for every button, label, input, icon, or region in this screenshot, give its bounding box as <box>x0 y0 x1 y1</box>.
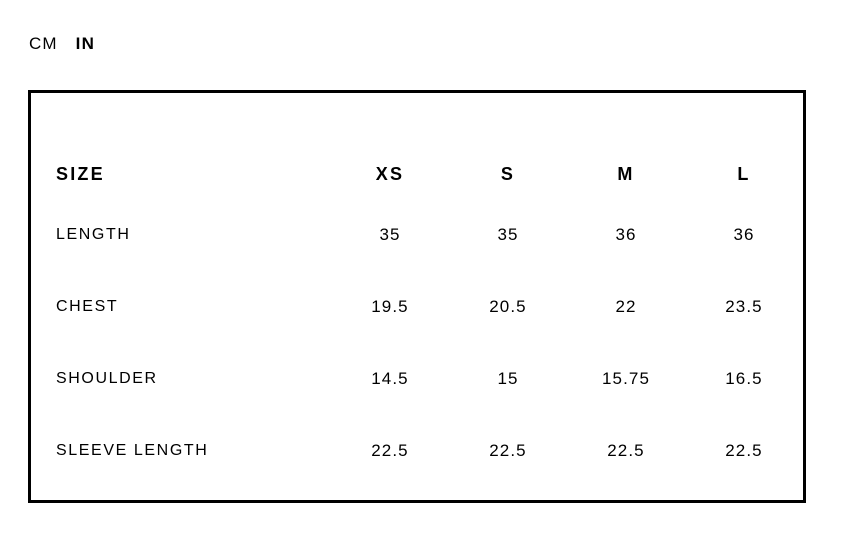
size-chart-table: SIZE XS S M L LENGTH 35 35 36 36 CHEST 1… <box>31 93 803 487</box>
table-row: SHOULDER 14.5 15 15.75 16.5 <box>31 343 803 415</box>
cell-shoulder-l: 16.5 <box>725 369 763 388</box>
column-header-l: L <box>737 164 751 184</box>
unit-toggle-option-in[interactable]: IN <box>76 31 96 57</box>
cell-sleeve-length-xs: 22.5 <box>371 441 409 460</box>
row-label-sleeve-length: SLEEVE LENGTH <box>56 442 209 459</box>
cell-length-m: 36 <box>615 225 637 244</box>
column-header-size: SIZE <box>56 164 105 184</box>
column-header-m: M <box>617 164 635 184</box>
row-label-shoulder: SHOULDER <box>56 370 158 387</box>
column-header-s: S <box>500 164 516 184</box>
table-row: SLEEVE LENGTH 22.5 22.5 22.5 22.5 <box>31 415 803 487</box>
cell-chest-s: 20.5 <box>489 297 527 316</box>
table-header-row: SIZE XS S M L <box>31 93 803 199</box>
cell-chest-xs: 19.5 <box>371 297 409 316</box>
column-header-xs: XS <box>375 164 405 184</box>
cell-sleeve-length-m: 22.5 <box>607 441 645 460</box>
cell-chest-m: 22 <box>615 297 637 316</box>
row-label-chest: CHEST <box>56 298 119 315</box>
cell-shoulder-xs: 14.5 <box>371 369 409 388</box>
unit-toggle-option-cm[interactable]: CM <box>29 31 58 57</box>
unit-toggle: CM IN <box>29 31 95 57</box>
table-row: CHEST 19.5 20.5 22 23.5 <box>31 271 803 343</box>
cell-shoulder-s: 15 <box>497 369 519 388</box>
row-label-length: LENGTH <box>56 226 131 243</box>
size-chart-table-frame: SIZE XS S M L LENGTH 35 35 36 36 CHEST 1… <box>28 90 806 503</box>
cell-sleeve-length-l: 22.5 <box>725 441 763 460</box>
cell-chest-l: 23.5 <box>725 297 763 316</box>
cell-length-l: 36 <box>733 225 755 244</box>
cell-shoulder-m: 15.75 <box>601 369 651 388</box>
cell-length-s: 35 <box>497 225 519 244</box>
cell-length-xs: 35 <box>379 225 401 244</box>
cell-sleeve-length-s: 22.5 <box>489 441 527 460</box>
table-row: LENGTH 35 35 36 36 <box>31 199 803 271</box>
